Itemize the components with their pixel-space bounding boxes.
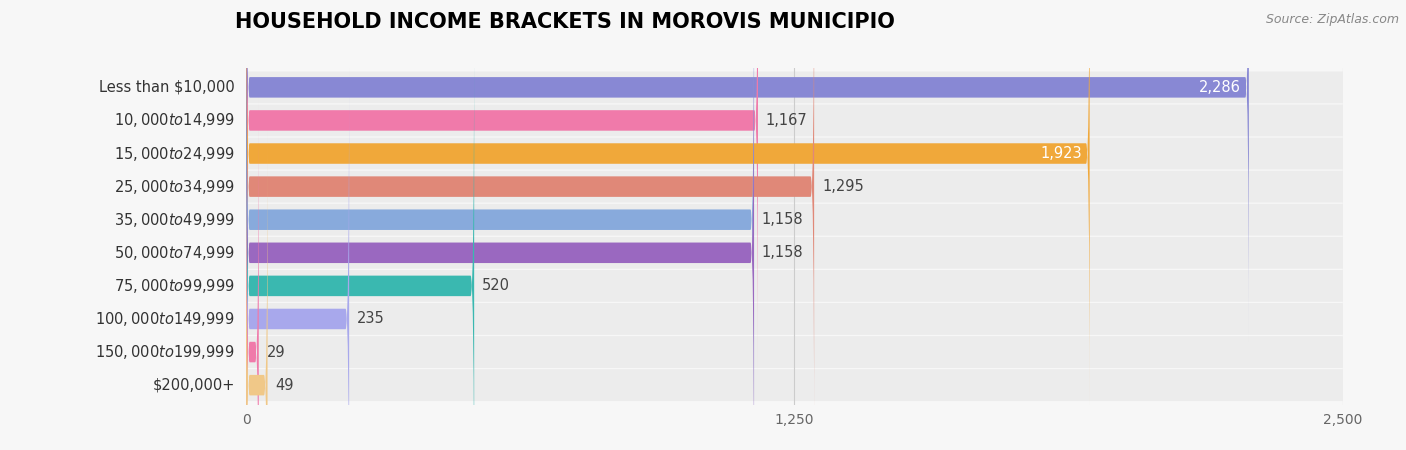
Text: 2,286: 2,286 — [1199, 80, 1241, 95]
Text: 1,158: 1,158 — [762, 245, 804, 260]
FancyBboxPatch shape — [246, 98, 259, 450]
Text: HOUSEHOLD INCOME BRACKETS IN MOROVIS MUNICIPIO: HOUSEHOLD INCOME BRACKETS IN MOROVIS MUN… — [235, 12, 894, 32]
FancyBboxPatch shape — [246, 171, 1343, 202]
FancyBboxPatch shape — [246, 32, 474, 450]
Text: $50,000 to $74,999: $50,000 to $74,999 — [114, 244, 235, 262]
Text: $75,000 to $99,999: $75,000 to $99,999 — [114, 277, 235, 295]
FancyBboxPatch shape — [246, 270, 1343, 302]
Text: 235: 235 — [357, 311, 385, 326]
FancyBboxPatch shape — [246, 0, 1249, 342]
Text: $200,000+: $200,000+ — [152, 378, 235, 393]
Text: 49: 49 — [276, 378, 294, 393]
FancyBboxPatch shape — [246, 0, 754, 450]
Text: Source: ZipAtlas.com: Source: ZipAtlas.com — [1265, 14, 1399, 27]
Text: 1,167: 1,167 — [766, 113, 807, 128]
Text: $25,000 to $34,999: $25,000 to $34,999 — [114, 178, 235, 196]
FancyBboxPatch shape — [246, 64, 349, 450]
Text: $150,000 to $199,999: $150,000 to $199,999 — [96, 343, 235, 361]
FancyBboxPatch shape — [246, 130, 267, 450]
FancyBboxPatch shape — [246, 138, 1343, 169]
Text: 1,158: 1,158 — [762, 212, 804, 227]
Text: $35,000 to $49,999: $35,000 to $49,999 — [114, 211, 235, 229]
Text: 520: 520 — [482, 279, 510, 293]
Text: 1,923: 1,923 — [1040, 146, 1081, 161]
FancyBboxPatch shape — [246, 72, 1343, 103]
FancyBboxPatch shape — [246, 303, 1343, 335]
Text: $10,000 to $14,999: $10,000 to $14,999 — [114, 112, 235, 130]
FancyBboxPatch shape — [246, 336, 1343, 368]
Text: $15,000 to $24,999: $15,000 to $24,999 — [114, 144, 235, 162]
FancyBboxPatch shape — [246, 0, 758, 375]
FancyBboxPatch shape — [246, 0, 814, 441]
FancyBboxPatch shape — [246, 104, 1343, 136]
FancyBboxPatch shape — [246, 0, 1090, 408]
FancyBboxPatch shape — [246, 204, 1343, 236]
FancyBboxPatch shape — [246, 237, 1343, 269]
FancyBboxPatch shape — [246, 0, 754, 450]
FancyBboxPatch shape — [246, 369, 1343, 401]
Text: 29: 29 — [267, 345, 285, 360]
Text: 1,295: 1,295 — [823, 179, 863, 194]
Text: Less than $10,000: Less than $10,000 — [98, 80, 235, 95]
Text: $100,000 to $149,999: $100,000 to $149,999 — [96, 310, 235, 328]
